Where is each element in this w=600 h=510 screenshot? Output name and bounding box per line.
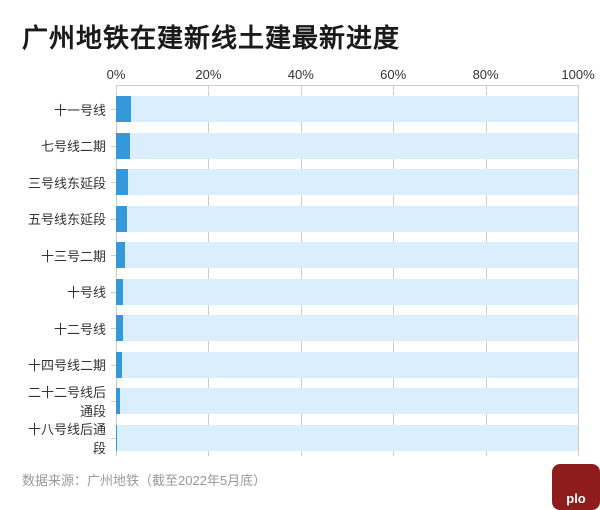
chart-area: 0%20%40%60%80%100% 十一号线七号线二期三号线东延段五号线东延段… (22, 67, 578, 456)
x-axis-labels-row: 0%20%40%60%80%100% (22, 67, 578, 85)
bar-row: 十一号线 (22, 91, 578, 128)
bar-background (116, 388, 578, 414)
bar-track (116, 237, 578, 274)
y-axis-label: 五号线东延段 (22, 209, 116, 228)
y-axis-label: 七号线二期 (22, 136, 116, 155)
bar-background (116, 96, 578, 122)
bar-background (116, 206, 578, 232)
bar-value (116, 169, 128, 195)
bar-value (116, 279, 123, 305)
y-axis-label: 三号线东延段 (22, 173, 116, 192)
y-axis-label: 十三号二期 (22, 246, 116, 265)
x-tick-label: 20% (195, 67, 221, 82)
x-tick-label: 80% (473, 67, 499, 82)
bar-value (116, 315, 123, 341)
watermark-text: plo (566, 491, 586, 506)
bar-track (116, 347, 578, 384)
x-axis-line (116, 85, 578, 86)
bar-track (116, 164, 578, 201)
bar-value (116, 425, 117, 451)
x-tick-label: 100% (561, 67, 594, 82)
y-axis-label: 十号线 (22, 282, 116, 301)
y-axis-label: 十四号线二期 (22, 355, 116, 374)
bar-background (116, 242, 578, 268)
bar-row: 五号线东延段 (22, 201, 578, 238)
gridline (578, 91, 579, 456)
bar-row: 十二号线 (22, 310, 578, 347)
data-source: 数据来源：广州地铁（截至2022年5月底） (22, 470, 578, 489)
x-tick-mark (301, 85, 302, 90)
bar-track (116, 274, 578, 311)
bar-background (116, 425, 578, 451)
y-axis-label: 十二号线 (22, 319, 116, 338)
bar-track (116, 128, 578, 165)
y-axis-label: 十八号线后通段 (22, 419, 116, 457)
bar-background (116, 315, 578, 341)
bar-row: 七号线二期 (22, 128, 578, 165)
x-tick-mark (208, 85, 209, 90)
x-tick-mark (393, 85, 394, 90)
bar-value (116, 388, 120, 414)
bar-row: 十三号二期 (22, 237, 578, 274)
bar-value (116, 133, 130, 159)
bar-row: 十号线 (22, 274, 578, 311)
x-tick-label: 40% (288, 67, 314, 82)
y-axis-label: 二十二号线后通段 (22, 382, 116, 420)
x-tick-label: 60% (380, 67, 406, 82)
bar-track (116, 91, 578, 128)
bar-background (116, 133, 578, 159)
chart-title: 广州地铁在建新线土建最新进度 (22, 18, 578, 55)
plot-row: 十一号线七号线二期三号线东延段五号线东延段十三号二期十号线十二号线十四号线二期二… (22, 91, 578, 456)
y-axis-label: 十一号线 (22, 100, 116, 119)
x-tick-labels: 0%20%40%60%80%100% (116, 67, 578, 85)
x-tick-mark (578, 85, 579, 90)
bar-row: 二十二号线后通段 (22, 383, 578, 420)
plot-area: 十一号线七号线二期三号线东延段五号线东延段十三号二期十号线十二号线十四号线二期二… (116, 91, 578, 456)
watermark-badge: plo (552, 464, 600, 510)
bar-background (116, 279, 578, 305)
bar-value (116, 96, 131, 122)
bar-track (116, 383, 578, 420)
x-tick-label: 0% (107, 67, 126, 82)
bar-track (116, 201, 578, 238)
bar-background (116, 169, 578, 195)
x-tick-mark (486, 85, 487, 90)
bar-row: 三号线东延段 (22, 164, 578, 201)
bar-value (116, 352, 122, 378)
bar-track (116, 420, 578, 457)
bar-row: 十八号线后通段 (22, 420, 578, 457)
bar-value (116, 242, 125, 268)
bar-background (116, 352, 578, 378)
bar-track (116, 310, 578, 347)
bar-row: 十四号线二期 (22, 347, 578, 384)
x-tick-mark (116, 85, 117, 90)
bar-value (116, 206, 127, 232)
chart-container: 广州地铁在建新线土建最新进度 0% 20% 40% 60% 80% 100% 十一号线七号… (0, 0, 600, 510)
